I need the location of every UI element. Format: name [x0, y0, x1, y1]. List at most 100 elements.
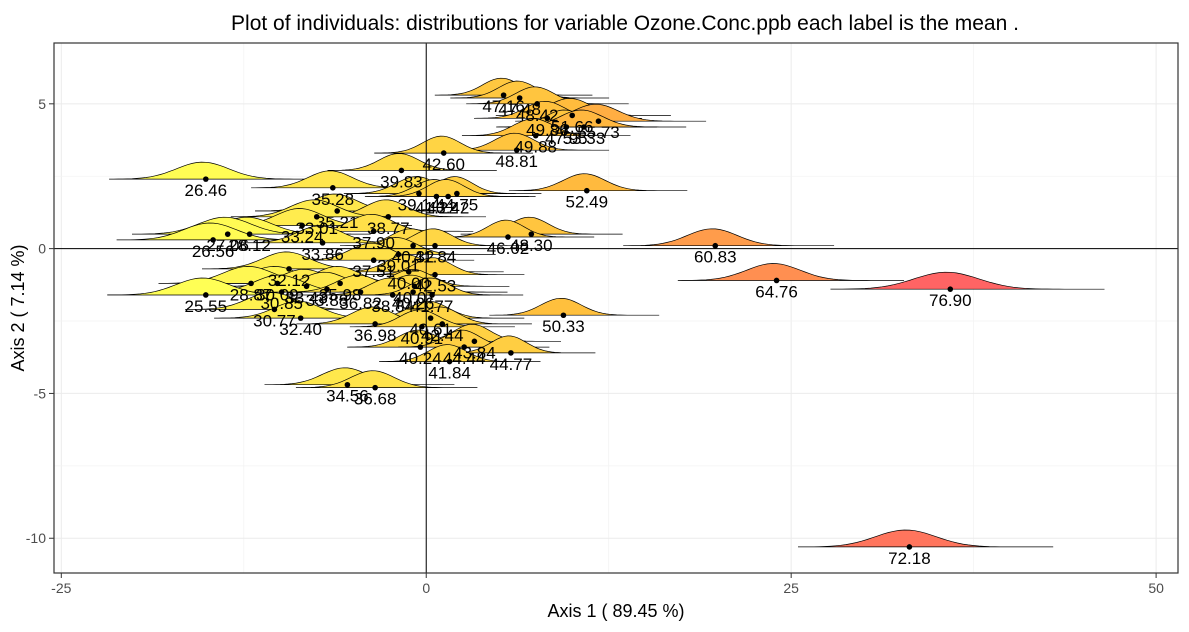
- point-label: 27.06: [206, 236, 249, 255]
- y-tick-label: -5: [34, 385, 47, 401]
- data-point: [433, 193, 440, 200]
- data-point: [417, 344, 424, 350]
- point-label: 30.09: [256, 285, 299, 304]
- point-label: 30.77: [253, 311, 296, 330]
- point-label: 42.44: [421, 326, 464, 345]
- data-point: [410, 289, 416, 295]
- density-ridge: [445, 335, 596, 354]
- x-tick-label: 0: [422, 580, 430, 596]
- data-point: [532, 132, 539, 139]
- point-label: 35.28: [312, 190, 355, 209]
- point-label: 38.77: [367, 219, 410, 238]
- density-ridge: [623, 228, 835, 247]
- data-point: [595, 118, 602, 124]
- point-label: 38.84: [371, 297, 414, 316]
- data-point: [947, 286, 954, 292]
- point-label: 35.98: [319, 285, 362, 304]
- data-point: [471, 338, 478, 345]
- point-label: 42.60: [422, 155, 465, 174]
- data-point: [385, 213, 392, 220]
- density-ridge: [441, 219, 595, 238]
- data-point: [513, 147, 520, 153]
- data-point: [370, 257, 377, 264]
- data-point: [357, 289, 364, 295]
- data-point: [337, 280, 343, 287]
- data-point: [440, 150, 447, 156]
- density-ridge: [327, 153, 497, 171]
- data-point: [411, 283, 418, 290]
- point-label: 52.49: [566, 193, 609, 212]
- data-point: [278, 289, 285, 295]
- data-point: [461, 344, 467, 350]
- point-label: 48.42: [516, 106, 559, 125]
- data-point: [500, 92, 507, 98]
- y-axis-ticks: -10 -5 0 5: [26, 96, 54, 546]
- data-point: [224, 231, 231, 237]
- density-ridge: [295, 370, 478, 388]
- density-ridge: [508, 173, 688, 192]
- data-point: [445, 193, 451, 200]
- point-label: 40.32: [392, 248, 435, 267]
- data-point: [203, 176, 209, 182]
- point-label: 41.84: [428, 364, 471, 383]
- data-point: [439, 321, 446, 327]
- point-label: 40.61: [409, 320, 452, 339]
- data-point: [297, 315, 304, 321]
- data-point: [534, 101, 540, 107]
- point-label: 47.48: [498, 100, 541, 119]
- point-label: 40.26: [392, 294, 435, 313]
- point-label: 40.00: [387, 274, 430, 293]
- density-ridge: [461, 118, 631, 137]
- data-point: [246, 231, 253, 237]
- data-point: [248, 280, 254, 287]
- data-point: [516, 95, 523, 101]
- data-point: [271, 306, 278, 313]
- chart-title: Plot of individuals: distributions for v…: [231, 12, 1019, 35]
- data-point: [319, 240, 326, 246]
- point-label: 39.01: [377, 256, 420, 275]
- point-label: 51.66: [551, 117, 594, 136]
- point-label: 33.88: [306, 291, 349, 310]
- point-label: 32.40: [279, 320, 322, 339]
- point-label: 26.56: [192, 242, 235, 261]
- data-point: [210, 237, 216, 243]
- data-point: [330, 185, 336, 191]
- density-ridge: [466, 86, 629, 105]
- point-label: 53.33: [563, 129, 606, 148]
- point-label: 39.83: [380, 172, 423, 191]
- data-point: [398, 167, 405, 174]
- point-label: 42.53: [414, 277, 457, 296]
- point-label: 60.83: [694, 248, 737, 267]
- point-label: 40.24: [399, 349, 442, 368]
- density-ridge: [230, 199, 428, 218]
- data-point: [560, 312, 567, 319]
- point-label: 33.43: [285, 288, 328, 307]
- data-point: [429, 292, 435, 298]
- point-label: 48.30: [510, 236, 553, 255]
- point-label: 37.90: [352, 233, 395, 252]
- data-point: [372, 384, 378, 391]
- y-tick-label: 0: [38, 241, 46, 257]
- point-label: 40.91: [401, 329, 444, 348]
- data-points: [203, 92, 954, 550]
- point-label: 47.16: [482, 97, 525, 116]
- data-point: [508, 350, 514, 356]
- data-point: [584, 187, 590, 194]
- data-point: [906, 544, 913, 550]
- data-point: [389, 292, 396, 298]
- point-label: 41.22: [415, 198, 458, 217]
- point-label: 34.56: [326, 387, 369, 406]
- point-label: 36.68: [354, 390, 397, 409]
- point-label: 36.98: [354, 326, 397, 345]
- point-label: 55.73: [577, 123, 620, 142]
- data-point: [274, 280, 281, 287]
- density-ridge: [489, 297, 660, 316]
- data-point: [303, 283, 310, 290]
- data-point: [454, 190, 460, 197]
- point-label: 35.21: [316, 213, 359, 232]
- point-label: 36.82: [339, 294, 382, 313]
- data-point: [324, 286, 330, 292]
- x-axis-ticks: -25 0 25 50: [51, 573, 1164, 596]
- y-axis-title: Axis 2 ( 7.14 %): [8, 244, 28, 371]
